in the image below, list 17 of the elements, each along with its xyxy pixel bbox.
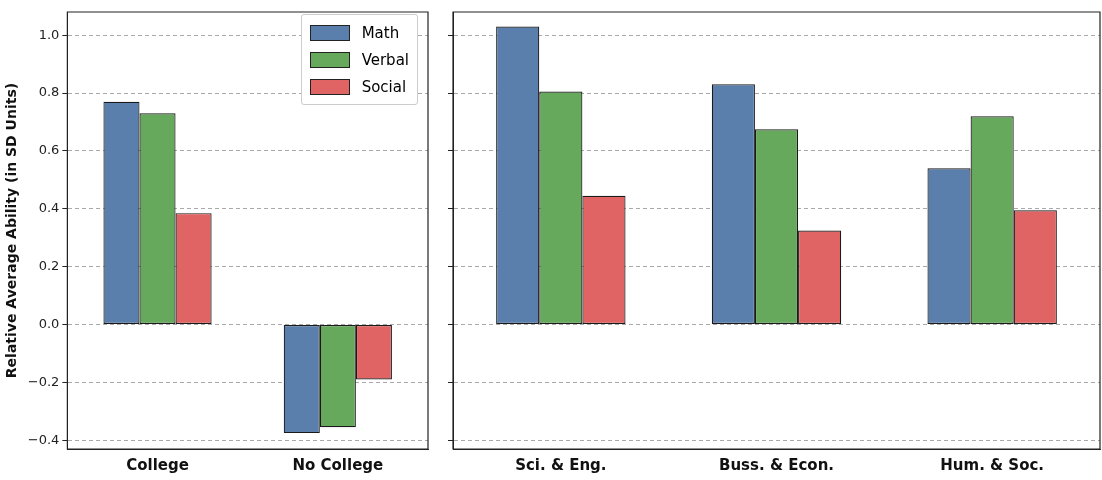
legend-label: Social (361, 77, 407, 96)
y-tick-label: −0.4 (27, 431, 60, 447)
y-axis-title: Relative Average Ability (in SD Units) (3, 82, 20, 379)
legend-label: Math (361, 23, 400, 42)
y-tick-label: 0.8 (38, 84, 60, 100)
y-tick-label: 1.0 (38, 26, 60, 42)
y-tick-label: −0.2 (27, 373, 60, 389)
y-tick-label: 0.4 (38, 200, 60, 216)
x-tick-label: Buss. & Econ. (718, 455, 835, 474)
legend-label: Verbal (361, 50, 409, 69)
x-tick-label: No College (292, 455, 384, 474)
y-tick-label: 0.2 (38, 258, 60, 274)
x-tick-label: Sci. & Eng. (515, 455, 607, 474)
x-tick-label: Hum. & Soc. (940, 455, 1045, 474)
y-tick-label: 0.6 (38, 142, 60, 158)
x-tick-label: College (126, 455, 189, 474)
y-tick-label: 0.0 (38, 315, 60, 331)
